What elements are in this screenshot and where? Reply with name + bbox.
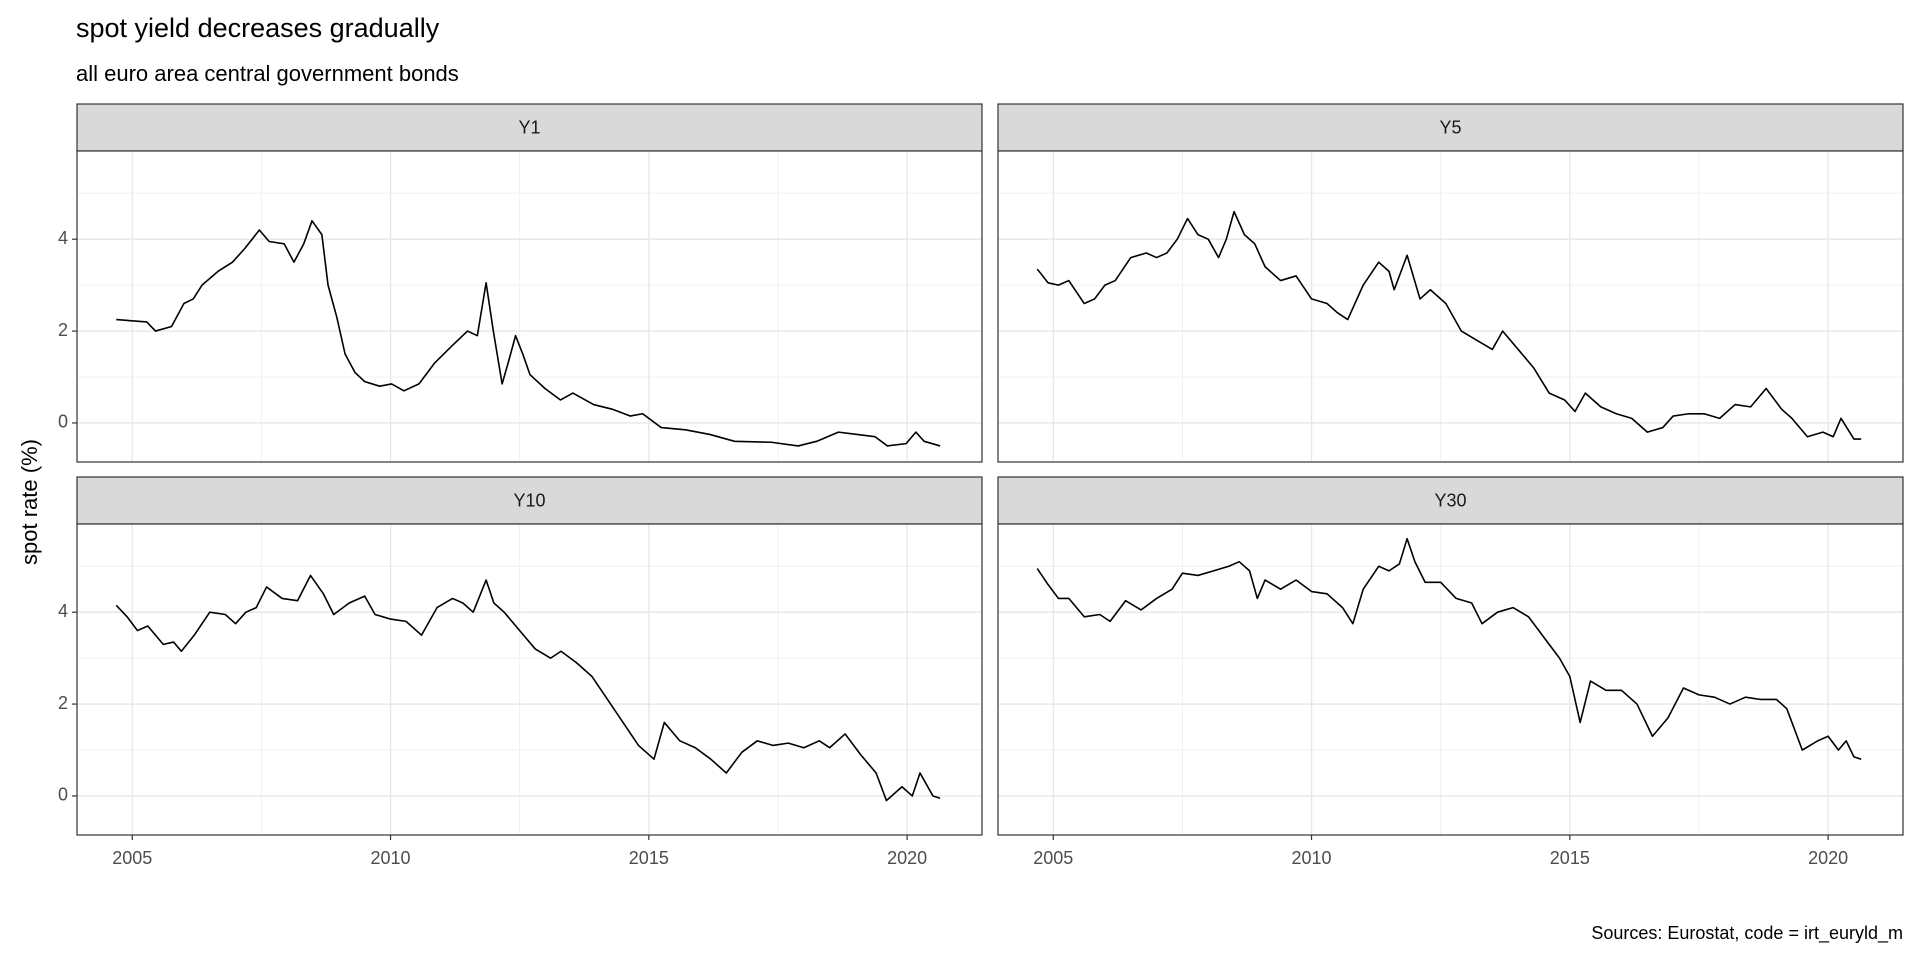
panel <box>77 151 982 462</box>
y-tick-label: 0 <box>58 785 68 805</box>
strip <box>997 476 1904 525</box>
chart-subtitle: all euro area central government bonds <box>76 61 459 86</box>
x-tick-label: 2005 <box>112 848 152 868</box>
panel-border <box>997 150 1904 463</box>
series-line <box>1036 537 1862 760</box>
strip <box>76 103 983 152</box>
strip-label: Y5 <box>1439 117 1461 137</box>
series-line <box>1036 210 1862 440</box>
strip-label: Y1 <box>518 117 540 137</box>
strip-label: Y30 <box>1434 490 1466 510</box>
caption: Sources: Eurostat, code = irt_euryld_m <box>1591 923 1903 944</box>
x-tick-label: 2020 <box>1808 848 1848 868</box>
y-tick-label: 4 <box>58 228 68 248</box>
strip-label: Y10 <box>513 490 545 510</box>
panel <box>998 151 1903 462</box>
series-line <box>115 574 941 802</box>
series-line <box>116 220 941 447</box>
panel-border <box>997 523 1904 836</box>
y-axis-label: spot rate (%) <box>17 439 42 565</box>
strip <box>997 103 1904 152</box>
strip <box>76 476 983 525</box>
x-tick-label: 2010 <box>371 848 411 868</box>
x-tick-label: 2015 <box>629 848 669 868</box>
y-tick-label: 4 <box>58 601 68 621</box>
y-tick-label: 0 <box>58 412 68 432</box>
x-tick-label: 2005 <box>1033 848 1073 868</box>
x-tick-label: 2015 <box>1550 848 1590 868</box>
panel-border <box>76 523 983 836</box>
panel-border <box>76 150 983 463</box>
y-tick-label: 2 <box>58 320 68 340</box>
chart-title: spot yield decreases gradually <box>76 13 440 43</box>
x-tick-label: 2020 <box>887 848 927 868</box>
x-tick-label: 2010 <box>1292 848 1332 868</box>
panel <box>77 524 982 835</box>
panel <box>998 524 1903 835</box>
y-tick-label: 2 <box>58 693 68 713</box>
